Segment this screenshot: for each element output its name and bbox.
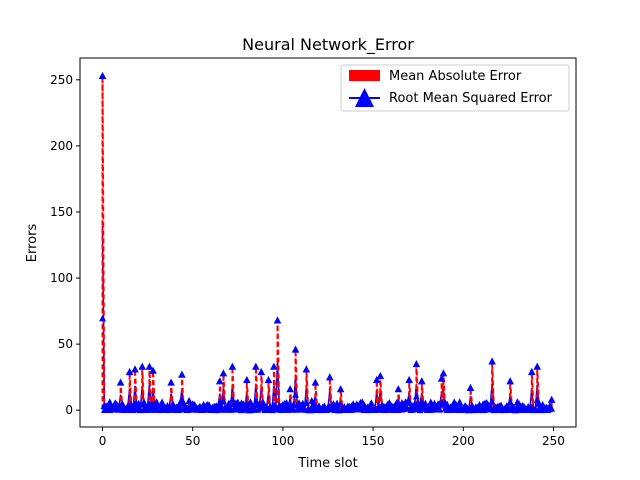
x-tick-label: 200 bbox=[452, 434, 475, 448]
x-tick-label: 50 bbox=[185, 434, 200, 448]
rmse-marker bbox=[392, 399, 401, 407]
rmse-marker bbox=[506, 377, 514, 385]
rmse-marker bbox=[243, 375, 251, 384]
y-tick-label: 200 bbox=[50, 139, 73, 153]
rmse-marker bbox=[488, 397, 496, 405]
ticks: 0 50 100 150 200 250 0 50 100 150 200 250 bbox=[50, 73, 565, 448]
rmse-marker bbox=[138, 362, 147, 370]
legend-box bbox=[340, 64, 570, 112]
rmse-marker bbox=[167, 378, 175, 386]
y-tick-label: 100 bbox=[50, 271, 73, 285]
rmse-marker bbox=[149, 366, 157, 374]
rmse-marker bbox=[219, 369, 228, 377]
legend-rmse-label: Root Mean Squared Error bbox=[389, 91, 553, 106]
rmse-marker bbox=[417, 377, 426, 385]
rmse-marker bbox=[336, 385, 345, 393]
rmse-marker bbox=[219, 397, 227, 404]
rmse-marker bbox=[443, 400, 451, 408]
chart-title: Neural Network_Error bbox=[242, 35, 414, 55]
rmse-marker bbox=[270, 362, 278, 370]
rmse-marker bbox=[302, 365, 311, 373]
rmse-marker bbox=[311, 378, 320, 386]
rmse-marker bbox=[437, 374, 446, 382]
rmse-marker bbox=[394, 385, 403, 393]
rmse-marker bbox=[273, 316, 282, 324]
rmse-marker bbox=[98, 71, 107, 80]
rmse-marker bbox=[405, 375, 413, 384]
rmse-marker bbox=[326, 373, 334, 381]
rmse-marker bbox=[302, 399, 310, 406]
y-tick-label: 150 bbox=[50, 205, 73, 219]
x-axis-label: Time slot bbox=[297, 456, 357, 471]
rmse-marker bbox=[439, 369, 448, 377]
plot-frame bbox=[79, 57, 577, 428]
rmse-marker bbox=[488, 357, 496, 365]
rmse-marker bbox=[215, 377, 224, 385]
rmse-marker bbox=[252, 362, 260, 370]
rmse-marker bbox=[185, 396, 193, 405]
rmse-marker bbox=[528, 367, 536, 376]
rmse-marker bbox=[257, 367, 266, 376]
rmse-marker bbox=[99, 314, 106, 322]
rmse-marker bbox=[145, 362, 154, 370]
rmse-marker bbox=[367, 399, 376, 407]
rmse-marker bbox=[337, 400, 345, 408]
y-tick-label: 50 bbox=[58, 337, 73, 351]
data-layer bbox=[98, 71, 556, 414]
rmse-marker bbox=[372, 375, 381, 384]
y-tick-label: 0 bbox=[65, 403, 73, 417]
legend: Mean Absolute Error Root Mean Squared Er… bbox=[340, 64, 570, 112]
rmse-marker bbox=[455, 398, 464, 406]
rmse-marker bbox=[286, 385, 294, 393]
x-tick-label: 150 bbox=[362, 434, 385, 448]
legend-rmse-triangle-icon bbox=[355, 88, 374, 107]
rmse-marker bbox=[466, 383, 475, 391]
rmse-marker bbox=[291, 345, 300, 353]
rmse-marker bbox=[292, 391, 299, 398]
rmse-marker bbox=[131, 365, 139, 373]
rmse-marker bbox=[225, 399, 233, 407]
rmse-marker bbox=[412, 359, 421, 368]
rmse-marker bbox=[412, 393, 420, 400]
rmse-marker bbox=[125, 367, 134, 376]
y-tick-label: 250 bbox=[50, 73, 73, 87]
x-tick-label: 100 bbox=[271, 434, 294, 448]
legend-mae-label: Mean Absolute Error bbox=[389, 69, 522, 84]
x-tick-label: 0 bbox=[99, 434, 107, 448]
x-tick-label: 250 bbox=[542, 434, 565, 448]
y-axis-label: Errors bbox=[25, 224, 40, 263]
rmse-marker bbox=[228, 362, 237, 370]
mae-series-line bbox=[101, 75, 553, 414]
rmse-marker bbox=[376, 371, 385, 380]
legend-mae-swatch bbox=[349, 70, 380, 81]
rmse-marker bbox=[152, 398, 161, 406]
rmse-marker bbox=[178, 370, 186, 378]
rmse-marker bbox=[264, 375, 273, 384]
rmse-marker bbox=[547, 395, 556, 403]
rmse-marker bbox=[436, 406, 444, 413]
rmse-marker bbox=[116, 378, 125, 386]
rmse-marker bbox=[405, 397, 413, 405]
rmse-marker bbox=[548, 405, 556, 412]
rmse-marker bbox=[533, 362, 542, 370]
